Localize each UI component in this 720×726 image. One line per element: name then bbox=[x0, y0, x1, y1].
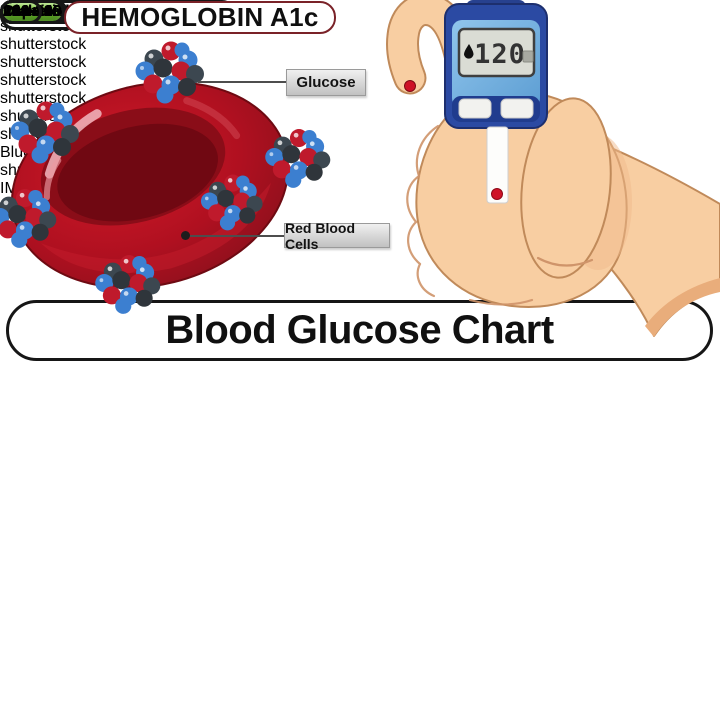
red-blood-cells-label: Red Blood Cells bbox=[284, 220, 390, 252]
chart-title: Blood Glucose Chart bbox=[6, 300, 713, 361]
cell-diabetic-2-3-hours: 200+ bbox=[0, 0, 43, 24]
image-id: IMAGE ID: 2581281581 bbox=[0, 180, 170, 197]
watermark-text: shutterstock bbox=[0, 126, 87, 143]
rbc-callout-line bbox=[188, 235, 286, 237]
watermark-text: shutterstock bbox=[0, 54, 87, 71]
shutterstock-logo: shutterstock bbox=[0, 162, 87, 179]
hemoglobin-a1c-title: HEMOGLOBIN A1c bbox=[64, 1, 336, 34]
glucose-label: Glucose bbox=[286, 69, 366, 96]
artist-watermark-text: BlueRingMedia bbox=[0, 144, 109, 161]
site-url: www.shutterstock.com bbox=[0, 198, 160, 215]
watermark-text: shutterstock bbox=[0, 108, 87, 125]
glucose-callout-line bbox=[198, 81, 288, 83]
stock-footer-bar: shutterstock IMAGE ID: 2581281581 www.sh… bbox=[0, 162, 720, 216]
rbc-callout-dot bbox=[181, 231, 190, 240]
watermark-text: shutterstock bbox=[0, 36, 87, 53]
image-meta: IMAGE ID: 2581281581 www.shutterstock.co… bbox=[0, 180, 720, 216]
